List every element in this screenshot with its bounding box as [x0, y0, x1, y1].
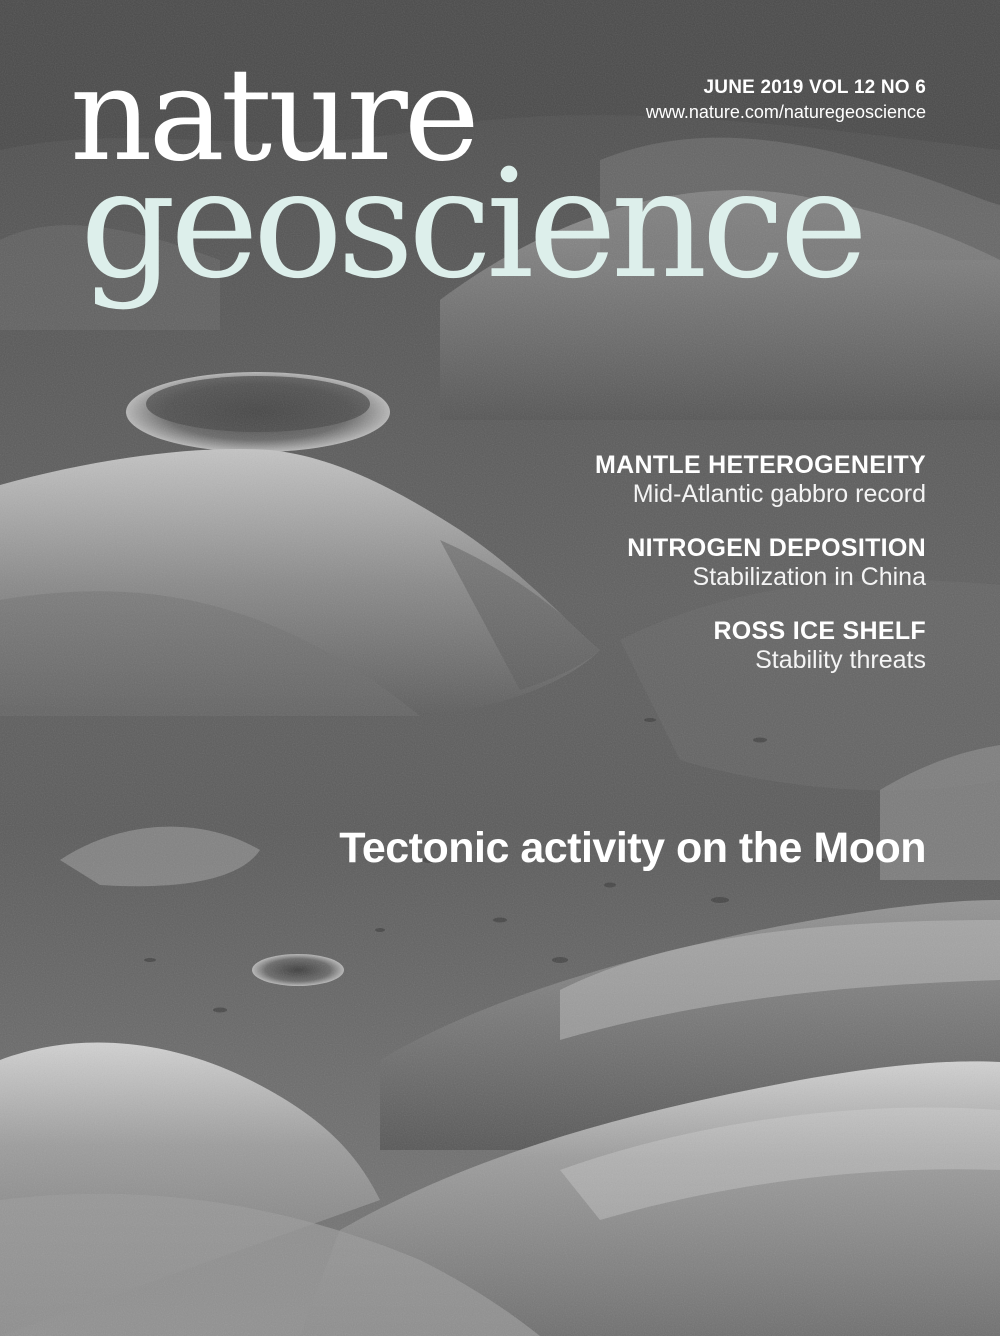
teaser-title: ROSS ICE SHELF: [713, 617, 926, 645]
teaser-title: NITROGEN DEPOSITION: [627, 534, 926, 562]
teaser-nitrogen-deposition: NITROGEN DEPOSITION Stabilization in Chi…: [595, 533, 926, 592]
issue-info: JUNE 2019 VOL 12 NO 6 www.nature.com/nat…: [646, 76, 926, 124]
teaser-title: MANTLE HETEROGENEITY: [594, 451, 926, 479]
teaser-subtitle: Stability threats: [755, 646, 926, 674]
teaser-subtitle: Stabilization in China: [692, 563, 926, 591]
masthead-geoscience: geoscience: [80, 138, 868, 312]
journal-url: www.nature.com/naturegeoscience: [645, 102, 926, 122]
cover-story-headline: Tectonic activity on the Moon: [339, 824, 926, 872]
issue-date-volume: JUNE 2019 VOL 12 NO 6: [703, 77, 926, 98]
teaser-ross-ice-shelf: ROSS ICE SHELF Stability threats: [595, 616, 926, 675]
cover-teasers: MANTLE HETEROGENEITY Mid-Atlantic gabbro…: [595, 450, 926, 699]
teaser-subtitle: Mid-Atlantic gabbro record: [632, 480, 926, 508]
masthead-nature: nature: [70, 41, 480, 190]
teaser-mantle-heterogeneity: MANTLE HETEROGENEITY Mid-Atlantic gabbro…: [595, 450, 926, 509]
